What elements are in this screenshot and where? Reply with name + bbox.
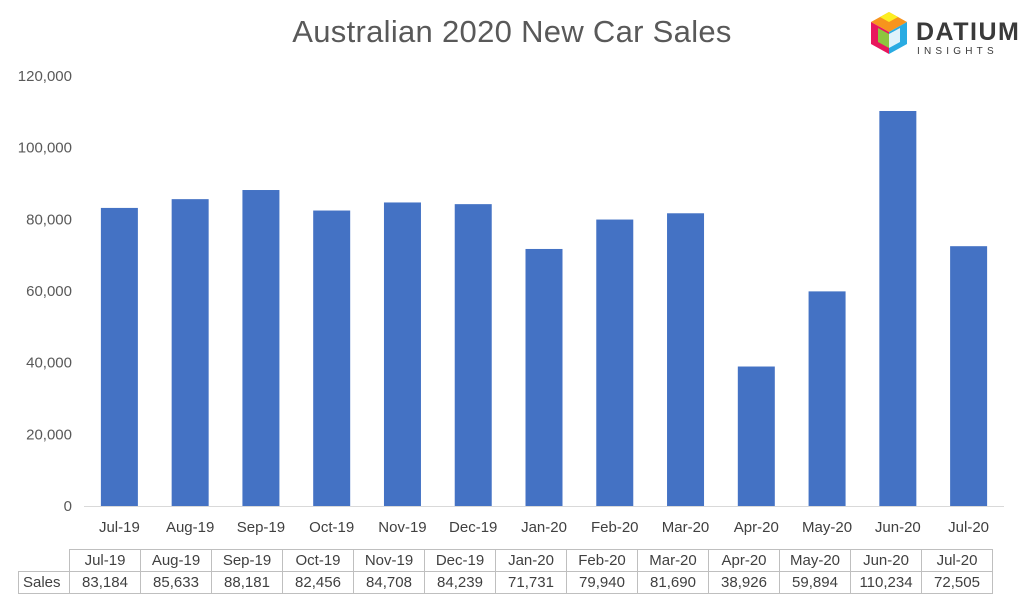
table-header-cell: Mar-20 (637, 549, 709, 572)
bar (737, 366, 775, 506)
bar (454, 204, 492, 506)
x-tick-label: Aug-19 (166, 519, 214, 536)
bar (950, 246, 988, 506)
cube-logo-icon (871, 12, 907, 54)
table-value-cell: 83,184 (69, 571, 141, 594)
table-value-cell: 88,181 (211, 571, 283, 594)
table-header-cell: Oct-19 (282, 549, 354, 572)
logo-subtitle: INSIGHTS (917, 46, 998, 57)
table-value-cell: 79,940 (566, 571, 638, 594)
bar (383, 202, 421, 506)
y-tick-label: 60,000 (26, 283, 72, 300)
table-value-cell: 84,708 (353, 571, 425, 594)
y-tick-label: 0 (64, 498, 72, 515)
x-tick-label: Jul-20 (948, 519, 989, 536)
bar (313, 210, 351, 507)
bar (596, 219, 634, 506)
table-header-cell: Jul-20 (921, 549, 993, 572)
bar-chart: 0 20,000 40,000 60,000 80,000 100,000 120,000 J… (18, 68, 1004, 536)
table-value-cell: 82,456 (282, 571, 354, 594)
table-value-cell: 84,239 (424, 571, 496, 594)
table-value-cell: 81,690 (637, 571, 709, 594)
y-tick-label: 40,000 (26, 355, 72, 372)
x-tick-label: Oct-19 (309, 519, 354, 536)
y-tick-label: 20,000 (26, 426, 72, 443)
table-header-cell: Nov-19 (353, 549, 425, 572)
datium-logo: DATIUM INSIGHTS (866, 8, 1019, 64)
x-tick-label: Sep-19 (237, 519, 285, 536)
x-tick-label: Jun-20 (875, 519, 921, 536)
y-tick-label: 120,000 (18, 68, 72, 85)
x-tick-label: Nov-19 (378, 519, 426, 536)
data-table: Jul-19 Aug-19 Sep-19 Oct-19 Nov-19 Dec-19 Jan-… (18, 549, 993, 594)
x-tick-label: Mar-20 (662, 519, 710, 536)
x-tick-label: Dec-19 (449, 519, 497, 536)
bar (525, 248, 563, 506)
table-header-cell: Apr-20 (708, 549, 780, 572)
table-header-cell: Dec-19 (424, 549, 496, 572)
table-value-cell: 85,633 (140, 571, 212, 594)
chart-title: Australian 2020 New Car Sales (292, 14, 732, 49)
table-value-cell: 59,894 (779, 571, 851, 594)
table-row: Sales 83,184 85,633 88,181 82,456 84,708 84,2… (18, 571, 993, 594)
x-tick-label: Jul-19 (99, 519, 140, 536)
x-tick-label: Feb-20 (591, 519, 639, 536)
y-tick-label: 80,000 (26, 211, 72, 228)
logo-wordmark: DATIUM (916, 18, 1021, 46)
table-header-cell: Sep-19 (211, 549, 283, 572)
table-header-cell: May-20 (779, 549, 851, 572)
x-tick-label: Apr-20 (734, 519, 779, 536)
table-header-row: Jul-19 Aug-19 Sep-19 Oct-19 Nov-19 Dec-19 Jan-… (18, 549, 993, 572)
table-value-cell: 72,505 (921, 571, 993, 594)
y-tick-label: 100,000 (18, 140, 72, 157)
x-tick-label: May-20 (802, 519, 852, 536)
bar (242, 190, 280, 507)
table-header-cell: Jun-20 (850, 549, 922, 572)
table-value-cell: 71,731 (495, 571, 567, 594)
table-header-cell: Feb-20 (566, 549, 638, 572)
table-header-cell: Aug-19 (140, 549, 212, 572)
table-corner-cell (18, 549, 70, 572)
bar (667, 213, 705, 506)
table-row-label: Sales (18, 571, 70, 594)
table-header-cell: Jan-20 (495, 549, 567, 572)
bar (100, 207, 138, 506)
x-tick-label: Jan-20 (521, 519, 567, 536)
bar (808, 291, 846, 506)
bar (171, 199, 209, 506)
table-value-cell: 110,234 (850, 571, 922, 594)
table-header-cell: Jul-19 (69, 549, 141, 572)
table-value-cell: 38,926 (708, 571, 780, 594)
bar (879, 110, 917, 506)
